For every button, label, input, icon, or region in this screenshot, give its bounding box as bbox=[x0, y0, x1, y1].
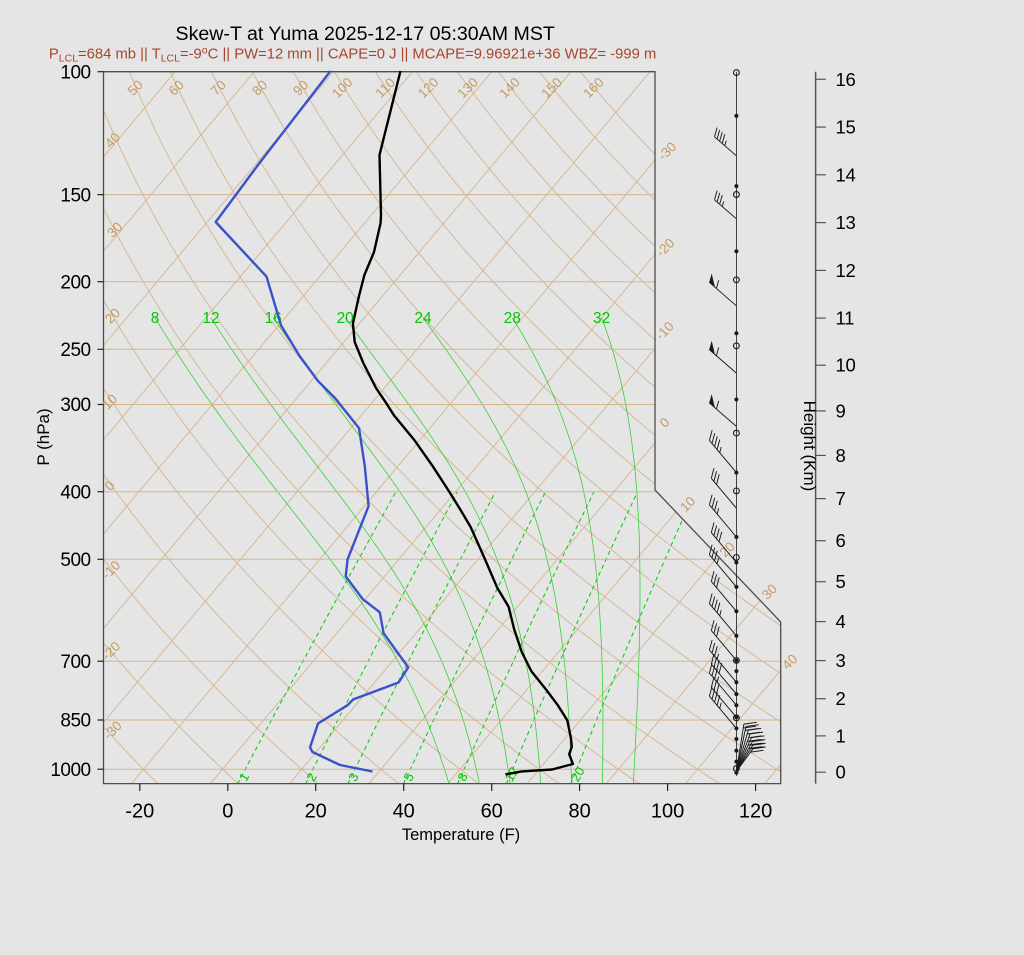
svg-text:28: 28 bbox=[504, 310, 521, 327]
svg-text:Skew-T at Yuma 2025-12-17 05:3: Skew-T at Yuma 2025-12-17 05:30AM MST bbox=[176, 23, 555, 45]
svg-text:24: 24 bbox=[414, 310, 432, 327]
svg-text:250: 250 bbox=[60, 340, 90, 361]
svg-text:P (hPa): P (hPa) bbox=[34, 408, 53, 465]
svg-text:60: 60 bbox=[481, 801, 503, 823]
svg-text:300: 300 bbox=[60, 395, 90, 416]
svg-text:850: 850 bbox=[60, 711, 90, 732]
svg-text:0: 0 bbox=[836, 762, 846, 783]
svg-text:200: 200 bbox=[60, 272, 90, 293]
svg-text:700: 700 bbox=[60, 652, 90, 673]
svg-text:12: 12 bbox=[836, 260, 856, 281]
svg-text:9: 9 bbox=[836, 400, 846, 421]
svg-text:15: 15 bbox=[836, 117, 856, 138]
svg-text:3: 3 bbox=[836, 650, 846, 671]
svg-text:100: 100 bbox=[651, 801, 684, 823]
svg-text:150: 150 bbox=[60, 185, 90, 206]
svg-text:-20: -20 bbox=[125, 801, 154, 823]
svg-text:8: 8 bbox=[151, 310, 160, 327]
svg-text:400: 400 bbox=[60, 482, 90, 503]
svg-text:13: 13 bbox=[836, 212, 856, 233]
svg-text:14: 14 bbox=[836, 164, 856, 185]
svg-text:4: 4 bbox=[836, 611, 846, 632]
svg-text:1: 1 bbox=[836, 725, 846, 746]
svg-text:1000: 1000 bbox=[50, 760, 90, 781]
svg-text:11: 11 bbox=[836, 308, 855, 329]
svg-text:10: 10 bbox=[836, 355, 856, 376]
svg-text:6: 6 bbox=[836, 530, 846, 551]
svg-text:500: 500 bbox=[60, 550, 90, 571]
svg-text:20: 20 bbox=[567, 764, 587, 784]
svg-text:120: 120 bbox=[739, 801, 772, 823]
svg-text:PLCL=684 mb || TLCL=-9oC || PW: PLCL=684 mb || TLCL=-9oC || PW=12 mm || … bbox=[49, 45, 656, 65]
svg-text:20: 20 bbox=[337, 310, 355, 327]
svg-text:Temperature (F): Temperature (F) bbox=[402, 826, 520, 844]
svg-text:32: 32 bbox=[593, 310, 610, 327]
svg-text:40: 40 bbox=[393, 801, 415, 823]
svg-text:2: 2 bbox=[836, 688, 846, 709]
svg-text:12: 12 bbox=[202, 310, 219, 327]
svg-text:16: 16 bbox=[836, 69, 856, 90]
svg-text:0: 0 bbox=[222, 801, 233, 823]
svg-text:100: 100 bbox=[60, 62, 90, 83]
svg-text:80: 80 bbox=[568, 801, 590, 823]
svg-text:5: 5 bbox=[836, 571, 846, 592]
svg-text:20: 20 bbox=[305, 801, 327, 823]
svg-text:8: 8 bbox=[836, 445, 846, 466]
svg-text:7: 7 bbox=[836, 488, 846, 509]
svg-text:Height (Km): Height (Km) bbox=[800, 401, 819, 492]
